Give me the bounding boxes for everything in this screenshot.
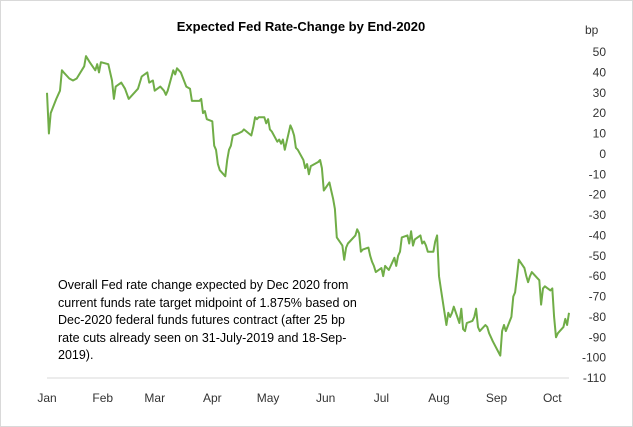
y-tick-label: -60 xyxy=(589,269,607,283)
y-axis-ticks: 50 40 30 20 10 0 -10 -20 -30 -40 -50 -60 -70 -80 -90 -1… xyxy=(582,45,606,385)
series-line-fed-rate-change xyxy=(46,55,570,357)
x-tick-label: Mar xyxy=(144,391,165,405)
y-tick-label: 40 xyxy=(593,65,607,79)
y-axis-unit-label: bp xyxy=(585,23,599,37)
x-tick-label: Jul xyxy=(374,391,389,405)
y-tick-label: 10 xyxy=(593,127,607,141)
x-tick-label: Feb xyxy=(92,391,113,405)
y-tick-label: -110 xyxy=(583,371,606,385)
y-tick-label: -40 xyxy=(589,228,607,242)
x-tick-label: May xyxy=(257,391,280,405)
x-tick-label: Sep xyxy=(486,391,508,405)
x-tick-label: Apr xyxy=(203,391,222,405)
y-tick-label: 0 xyxy=(599,147,606,161)
x-tick-label: Aug xyxy=(428,391,449,405)
x-axis-ticks: Jan Feb Mar Apr May Jun Jul Aug Sep Oct xyxy=(37,391,562,405)
y-tick-label: 50 xyxy=(593,45,607,59)
y-tick-label: 30 xyxy=(593,86,607,100)
x-tick-label: Jun xyxy=(316,391,335,405)
y-tick-label: 20 xyxy=(593,106,607,120)
y-tick-label: -80 xyxy=(589,310,607,324)
chart-title: Expected Fed Rate-Change by End-2020 xyxy=(176,19,426,34)
chart-annotation: Overall Fed rate change expected by Dec … xyxy=(58,277,368,365)
x-tick-label: Oct xyxy=(543,391,562,405)
y-tick-label: -50 xyxy=(589,249,607,263)
y-tick-label: -30 xyxy=(589,208,607,222)
y-tick-label: -10 xyxy=(589,167,607,181)
y-tick-label: -70 xyxy=(589,290,607,304)
y-tick-label: -90 xyxy=(589,330,607,344)
y-tick-label: -20 xyxy=(589,188,607,202)
x-tick-label: Jan xyxy=(37,391,56,405)
y-tick-label: -100 xyxy=(582,351,606,365)
